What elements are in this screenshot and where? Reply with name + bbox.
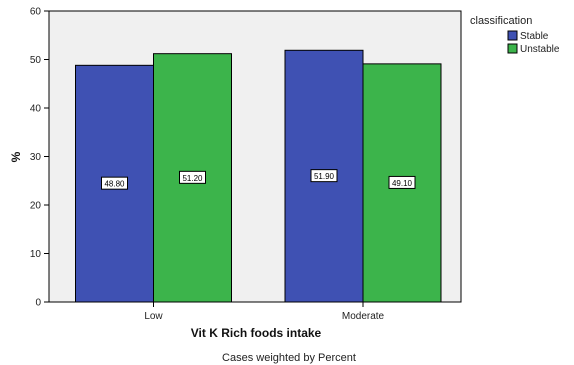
y-tick-label: 30 bbox=[30, 152, 42, 163]
y-axis: 0 10 20 30 40 50 60 bbox=[30, 7, 49, 309]
x-tick-label: Moderate bbox=[342, 311, 385, 322]
y-tick-label: 10 bbox=[30, 249, 42, 260]
data-label: 51.90 bbox=[314, 172, 335, 181]
data-label: 49.10 bbox=[392, 179, 413, 188]
data-label-box bbox=[388, 175, 416, 189]
legend-label-unstable: Unstable bbox=[520, 44, 560, 55]
legend: classification Stable Unstable bbox=[470, 15, 560, 55]
bars bbox=[75, 49, 442, 303]
bar-unstable-moderate bbox=[362, 63, 442, 303]
data-label-box bbox=[310, 169, 338, 183]
y-tick-label: 50 bbox=[30, 55, 42, 66]
data-labels: 48.80 51.20 51.90 49.10 bbox=[101, 169, 416, 190]
y-axis-title: % bbox=[9, 151, 23, 162]
legend-swatch-unstable bbox=[507, 43, 518, 54]
data-label-box bbox=[101, 176, 128, 190]
data-label: 48.80 bbox=[104, 180, 125, 189]
legend-label-stable: Stable bbox=[520, 31, 549, 42]
footnote: Cases weighted by Percent bbox=[222, 352, 356, 364]
y-tick-label: 40 bbox=[30, 104, 42, 115]
x-axis-title: Vit K Rich foods intake bbox=[191, 326, 322, 340]
data-label-box bbox=[179, 170, 206, 184]
x-axis: Low Moderate bbox=[144, 302, 385, 322]
legend-swatch-stable bbox=[507, 30, 518, 41]
y-tick-label: 60 bbox=[30, 7, 42, 18]
x-tick-label: Low bbox=[144, 311, 163, 322]
data-label: 51.20 bbox=[182, 174, 203, 183]
legend-title: classification bbox=[470, 15, 532, 27]
y-tick-label: 0 bbox=[35, 298, 41, 309]
y-tick-label: 20 bbox=[30, 201, 42, 212]
